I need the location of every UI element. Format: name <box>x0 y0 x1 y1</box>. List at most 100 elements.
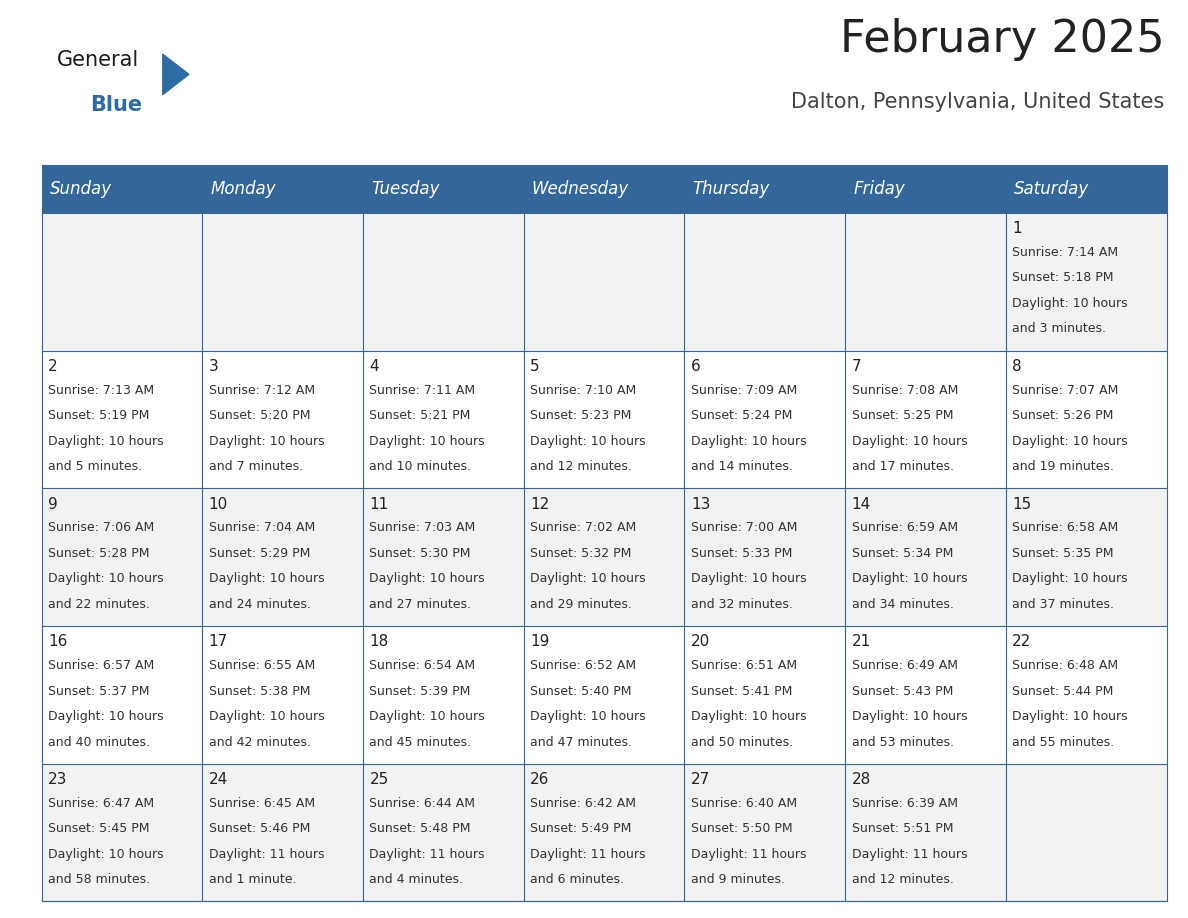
Bar <box>524 764 684 901</box>
Bar <box>42 351 202 488</box>
Text: 3: 3 <box>209 359 219 374</box>
Text: Daylight: 11 hours: Daylight: 11 hours <box>691 848 807 861</box>
Text: Sunrise: 7:12 AM: Sunrise: 7:12 AM <box>209 384 315 397</box>
Text: and 55 minutes.: and 55 minutes. <box>1012 735 1114 748</box>
Text: Sunrise: 6:57 AM: Sunrise: 6:57 AM <box>48 659 154 672</box>
Text: 12: 12 <box>530 497 549 511</box>
Text: Sunset: 5:46 PM: Sunset: 5:46 PM <box>209 823 310 835</box>
Bar <box>42 213 202 351</box>
Text: Daylight: 11 hours: Daylight: 11 hours <box>852 848 967 861</box>
Text: Sunrise: 6:54 AM: Sunrise: 6:54 AM <box>369 659 475 672</box>
Bar <box>845 351 1006 488</box>
Text: and 47 minutes.: and 47 minutes. <box>530 735 632 748</box>
Text: Sunset: 5:26 PM: Sunset: 5:26 PM <box>1012 409 1113 422</box>
Bar <box>524 488 684 626</box>
Text: Sunrise: 7:13 AM: Sunrise: 7:13 AM <box>48 384 154 397</box>
Text: Sunrise: 6:48 AM: Sunrise: 6:48 AM <box>1012 659 1118 672</box>
Text: and 22 minutes.: and 22 minutes. <box>48 598 150 610</box>
Text: Sunrise: 7:06 AM: Sunrise: 7:06 AM <box>48 521 154 534</box>
Bar <box>202 488 364 626</box>
Text: Sunrise: 7:11 AM: Sunrise: 7:11 AM <box>369 384 475 397</box>
Text: and 29 minutes.: and 29 minutes. <box>530 598 632 610</box>
Text: Daylight: 10 hours: Daylight: 10 hours <box>209 711 324 723</box>
Text: Daylight: 11 hours: Daylight: 11 hours <box>369 848 485 861</box>
Bar <box>684 764 845 901</box>
Text: Sunset: 5:43 PM: Sunset: 5:43 PM <box>852 685 953 698</box>
Text: Sunset: 5:38 PM: Sunset: 5:38 PM <box>209 685 310 698</box>
Text: Daylight: 10 hours: Daylight: 10 hours <box>209 435 324 448</box>
Text: 5: 5 <box>530 359 539 374</box>
Text: and 1 minute.: and 1 minute. <box>209 873 296 886</box>
Text: Daylight: 10 hours: Daylight: 10 hours <box>209 573 324 586</box>
Text: 21: 21 <box>852 634 871 649</box>
Bar <box>1006 626 1167 764</box>
Text: Daylight: 11 hours: Daylight: 11 hours <box>530 848 645 861</box>
Text: 28: 28 <box>852 772 871 787</box>
Text: Daylight: 10 hours: Daylight: 10 hours <box>852 711 967 723</box>
Text: Sunset: 5:48 PM: Sunset: 5:48 PM <box>369 823 470 835</box>
Text: Sunset: 5:45 PM: Sunset: 5:45 PM <box>48 823 150 835</box>
Bar <box>524 213 684 351</box>
Text: Sunset: 5:50 PM: Sunset: 5:50 PM <box>691 823 792 835</box>
Bar <box>42 764 202 901</box>
Text: 18: 18 <box>369 634 388 649</box>
Text: Sunrise: 7:07 AM: Sunrise: 7:07 AM <box>1012 384 1119 397</box>
Text: Sunset: 5:32 PM: Sunset: 5:32 PM <box>530 547 632 560</box>
Text: Daylight: 10 hours: Daylight: 10 hours <box>1012 297 1127 310</box>
Text: 4: 4 <box>369 359 379 374</box>
Bar <box>202 351 364 488</box>
Text: Sunrise: 7:03 AM: Sunrise: 7:03 AM <box>369 521 475 534</box>
Text: Sunrise: 6:49 AM: Sunrise: 6:49 AM <box>852 659 958 672</box>
Text: 13: 13 <box>691 497 710 511</box>
Bar <box>684 626 845 764</box>
Text: Sunset: 5:28 PM: Sunset: 5:28 PM <box>48 547 150 560</box>
Text: 9: 9 <box>48 497 58 511</box>
Text: Sunrise: 6:47 AM: Sunrise: 6:47 AM <box>48 797 154 810</box>
Bar <box>364 213 524 351</box>
Text: 10: 10 <box>209 497 228 511</box>
Text: Sunset: 5:39 PM: Sunset: 5:39 PM <box>369 685 470 698</box>
Text: Sunrise: 6:52 AM: Sunrise: 6:52 AM <box>530 659 637 672</box>
Bar <box>845 626 1006 764</box>
Text: and 12 minutes.: and 12 minutes. <box>852 873 954 886</box>
Text: Sunrise: 6:55 AM: Sunrise: 6:55 AM <box>209 659 315 672</box>
Text: 25: 25 <box>369 772 388 787</box>
Text: Monday: Monday <box>210 180 276 198</box>
Text: and 19 minutes.: and 19 minutes. <box>1012 460 1114 473</box>
Text: Sunset: 5:30 PM: Sunset: 5:30 PM <box>369 547 470 560</box>
Text: and 10 minutes.: and 10 minutes. <box>369 460 472 473</box>
Text: Daylight: 10 hours: Daylight: 10 hours <box>48 848 164 861</box>
Text: and 12 minutes.: and 12 minutes. <box>530 460 632 473</box>
Text: Thursday: Thursday <box>693 180 770 198</box>
Bar <box>684 351 845 488</box>
Bar <box>1006 213 1167 351</box>
Text: Sunrise: 6:45 AM: Sunrise: 6:45 AM <box>209 797 315 810</box>
Text: Sunday: Sunday <box>50 180 112 198</box>
Text: Sunset: 5:40 PM: Sunset: 5:40 PM <box>530 685 632 698</box>
Text: 1: 1 <box>1012 221 1022 236</box>
Text: Sunrise: 7:00 AM: Sunrise: 7:00 AM <box>691 521 797 534</box>
Bar <box>364 764 524 901</box>
Text: Sunrise: 6:59 AM: Sunrise: 6:59 AM <box>852 521 958 534</box>
Text: Sunrise: 6:42 AM: Sunrise: 6:42 AM <box>530 797 636 810</box>
Text: Daylight: 10 hours: Daylight: 10 hours <box>1012 435 1127 448</box>
Text: and 17 minutes.: and 17 minutes. <box>852 460 954 473</box>
Text: and 5 minutes.: and 5 minutes. <box>48 460 143 473</box>
Text: 6: 6 <box>691 359 701 374</box>
Text: Daylight: 10 hours: Daylight: 10 hours <box>530 711 646 723</box>
Bar <box>42 165 202 213</box>
Text: and 9 minutes.: and 9 minutes. <box>691 873 785 886</box>
Bar <box>684 213 845 351</box>
Text: and 45 minutes.: and 45 minutes. <box>369 735 472 748</box>
Text: 16: 16 <box>48 634 68 649</box>
Bar <box>202 165 364 213</box>
Bar <box>524 165 684 213</box>
Text: Sunset: 5:19 PM: Sunset: 5:19 PM <box>48 409 150 422</box>
Bar <box>845 165 1006 213</box>
Text: and 24 minutes.: and 24 minutes. <box>209 598 310 610</box>
Bar <box>1006 165 1167 213</box>
Text: 14: 14 <box>852 497 871 511</box>
Text: 23: 23 <box>48 772 68 787</box>
Bar <box>524 351 684 488</box>
Text: Daylight: 10 hours: Daylight: 10 hours <box>48 711 164 723</box>
